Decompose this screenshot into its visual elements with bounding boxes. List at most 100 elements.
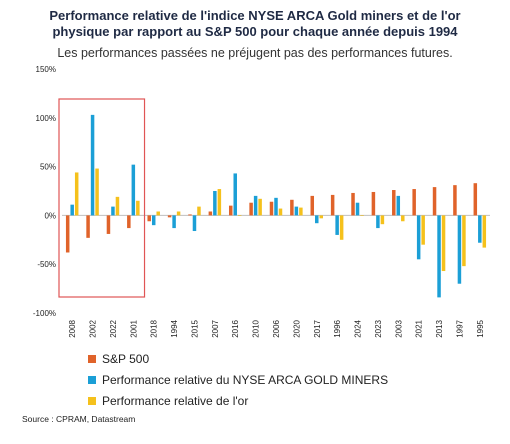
gold-bar bbox=[380, 215, 385, 225]
gold-miners-bar bbox=[376, 215, 380, 229]
x-tick-label: 2003 bbox=[394, 319, 403, 337]
gold-bar bbox=[299, 207, 303, 216]
sp500-bar bbox=[65, 215, 70, 253]
chart-title-line-1: Performance relative de l'indice NYSE AR… bbox=[49, 8, 461, 23]
gold-miners-bar bbox=[131, 164, 136, 216]
sp500-bar bbox=[167, 215, 172, 218]
x-tick-label: 1994 bbox=[170, 319, 179, 337]
sp500-bar bbox=[127, 215, 131, 229]
gold-bar bbox=[441, 215, 446, 272]
x-tick-label: 1996 bbox=[333, 319, 342, 337]
y-tick-label: 150% bbox=[36, 65, 56, 74]
legend: S&P 500 Performance relative du NYSE ARC… bbox=[88, 348, 388, 411]
legend-swatch-gold bbox=[88, 396, 96, 405]
x-tick-label: 1997 bbox=[455, 319, 464, 337]
sp500-bar bbox=[392, 190, 396, 216]
sp500-bar bbox=[330, 194, 335, 216]
gold-bar bbox=[95, 168, 99, 216]
legend-swatch-sp500 bbox=[88, 354, 96, 363]
x-tick-label: 2001 bbox=[129, 319, 138, 337]
x-tick-label: 2018 bbox=[150, 319, 159, 337]
x-tick-label: 2013 bbox=[435, 319, 444, 337]
sp500-bar bbox=[228, 205, 233, 216]
gold-miners-bar bbox=[355, 202, 360, 216]
x-tick-label: 2008 bbox=[68, 319, 77, 337]
gold-miners-bar bbox=[90, 114, 95, 216]
chart-subtitle: Les performances passées ne préjugent pa… bbox=[57, 46, 453, 60]
sp500-bar bbox=[473, 183, 478, 216]
sp500-bar bbox=[86, 215, 90, 238]
chart-title: Performance relative de l'indice NYSE AR… bbox=[0, 8, 510, 40]
gold-miners-bar bbox=[335, 215, 339, 235]
x-tick-label: 2021 bbox=[415, 319, 424, 337]
gold-bar bbox=[156, 211, 160, 216]
chart-title-line-2: physique par rapport au S&P 500 pour cha… bbox=[52, 24, 458, 39]
gold-miners-bar bbox=[457, 215, 462, 284]
x-tick-label: 2020 bbox=[292, 319, 301, 337]
sp500-bar bbox=[269, 201, 274, 216]
gold-bar bbox=[258, 198, 262, 216]
x-tick-label: 2006 bbox=[272, 319, 281, 337]
source-note: Source : CPRAM, Datastream bbox=[22, 414, 136, 424]
legend-item-sp500: S&P 500 bbox=[88, 348, 388, 369]
sp500-bar bbox=[412, 189, 416, 216]
gold-bar bbox=[74, 172, 79, 216]
gold-miners-bar bbox=[396, 195, 401, 216]
gold-bar bbox=[197, 206, 201, 216]
gold-bar bbox=[339, 215, 344, 240]
sp500-bar bbox=[453, 185, 457, 216]
sp500-bar bbox=[290, 199, 294, 216]
y-tick-label: 0% bbox=[44, 211, 56, 220]
x-tick-label: 2010 bbox=[252, 319, 261, 337]
y-tick-label: 100% bbox=[36, 114, 56, 123]
x-tick-label: 2023 bbox=[374, 319, 383, 337]
gold-bar bbox=[217, 189, 222, 216]
gold-bar bbox=[421, 215, 425, 245]
gold-bar bbox=[360, 215, 364, 216]
gold-bar bbox=[319, 215, 324, 219]
sp500-bar bbox=[310, 195, 315, 216]
gold-miners-bar bbox=[478, 215, 482, 243]
x-tick-label: 1995 bbox=[476, 319, 485, 337]
sp500-bar bbox=[371, 191, 376, 216]
gold-miners-bar bbox=[437, 215, 441, 298]
gold-miners-bar bbox=[213, 191, 217, 216]
legend-label-gold-miners: Performance relative du NYSE ARCA GOLD M… bbox=[102, 372, 389, 387]
gold-bar bbox=[401, 215, 405, 222]
gold-bar bbox=[176, 211, 181, 216]
gold-miners-bar bbox=[233, 173, 237, 216]
x-tick-label: 2017 bbox=[313, 319, 322, 337]
x-tick-label: 2024 bbox=[354, 319, 363, 337]
gold-bar bbox=[278, 208, 283, 216]
gold-bar bbox=[482, 215, 487, 248]
sp500-bar bbox=[208, 211, 213, 216]
gold-bar bbox=[237, 215, 242, 216]
y-tick-label: 50% bbox=[40, 163, 56, 172]
gold-miners-bar bbox=[172, 215, 176, 229]
gold-miners-bar bbox=[294, 206, 299, 216]
gold-bar bbox=[115, 196, 120, 216]
y-tick-label: -50% bbox=[37, 260, 56, 269]
sp500-bar bbox=[432, 187, 437, 216]
gold-miners-bar bbox=[70, 204, 74, 216]
x-tick-label: 2002 bbox=[89, 319, 98, 337]
x-tick-label: 2007 bbox=[211, 319, 220, 337]
sp500-bar bbox=[351, 192, 355, 216]
gold-miners-bar bbox=[416, 215, 421, 260]
gold-bar bbox=[136, 200, 140, 216]
y-tick-label: -100% bbox=[33, 309, 56, 318]
sp500-bar bbox=[188, 214, 192, 216]
gold-bar bbox=[462, 215, 466, 267]
legend-item-gold-miners: Performance relative du NYSE ARCA GOLD M… bbox=[88, 369, 388, 390]
gold-miners-bar bbox=[151, 215, 156, 226]
gold-miners-bar bbox=[315, 215, 319, 224]
x-tick-label: 2015 bbox=[190, 319, 199, 337]
legend-label-gold: Performance relative de l'or bbox=[102, 393, 249, 408]
gold-miners-bar bbox=[274, 197, 278, 216]
sp500-bar bbox=[106, 215, 111, 234]
legend-label-sp500: S&P 500 bbox=[102, 351, 150, 366]
sp500-bar bbox=[147, 215, 151, 222]
gold-miners-bar bbox=[111, 206, 115, 216]
gold-miners-bar bbox=[253, 195, 258, 216]
